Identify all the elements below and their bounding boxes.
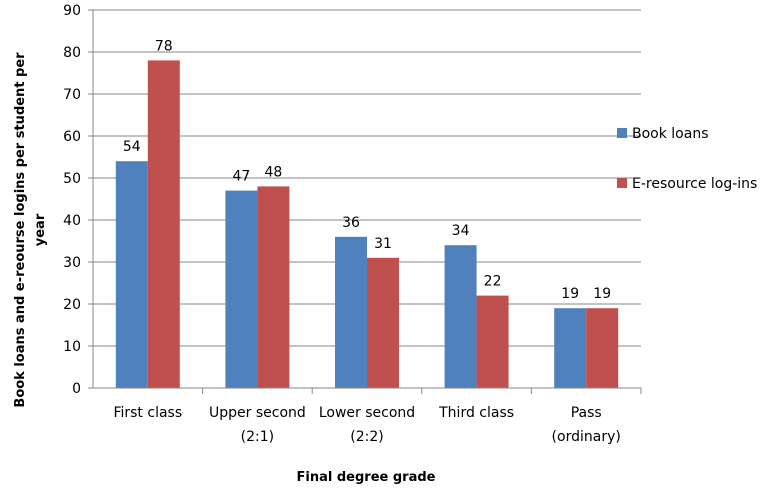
data-label: 22 <box>484 274 502 290</box>
gridlines <box>93 9 641 389</box>
bars <box>115 60 619 389</box>
y-axis-title-line: Book loans and e-reourse logins per stud… <box>13 52 28 408</box>
y-axis-title-line: year <box>33 213 48 246</box>
data-label: 48 <box>264 164 282 180</box>
y-tick-label: 90 <box>63 3 81 19</box>
y-tick-label: 10 <box>63 339 81 355</box>
x-axis-title: Final degree grade <box>297 470 436 485</box>
x-category-label: (ordinary) <box>552 429 621 445</box>
y-tick-label: 20 <box>63 297 81 313</box>
legend-label: E-resource log-ins <box>632 176 757 192</box>
bar-e-resource-logins <box>257 186 290 388</box>
x-category-label: (2:1) <box>241 429 274 445</box>
x-category-label: First class <box>113 405 182 421</box>
y-tick-label: 50 <box>63 171 81 187</box>
y-tick-label: 40 <box>63 213 81 229</box>
x-axis: First class Upper second (2:1) Lower second… <box>93 387 642 445</box>
data-label: 36 <box>342 215 360 231</box>
y-tick-label: 30 <box>63 255 81 271</box>
y-axis: 0 10 20 30 40 50 60 70 80 90 <box>63 3 94 397</box>
bar-e-resource-logins <box>147 60 180 389</box>
data-label: 54 <box>123 139 141 155</box>
data-labels: 54 78 47 48 36 31 34 22 19 19 <box>123 38 611 302</box>
y-tick-label: 70 <box>63 87 81 103</box>
data-label: 47 <box>232 169 250 185</box>
bar-book-loans <box>554 308 587 388</box>
bar-e-resource-logins <box>476 295 509 388</box>
bar-book-loans <box>115 161 148 388</box>
data-label: 34 <box>452 223 470 239</box>
bar-e-resource-logins <box>367 257 399 388</box>
legend-swatch <box>617 178 627 188</box>
bar-book-loans <box>225 190 258 388</box>
x-category-label: Lower second <box>319 405 415 421</box>
legend: Book loans E-resource log-ins <box>617 126 757 192</box>
data-label: 19 <box>561 286 579 302</box>
data-label: 78 <box>155 38 173 54</box>
y-axis-title: Book loans and e-reourse logins per stud… <box>13 52 48 408</box>
y-tick-label: 60 <box>63 129 81 145</box>
legend-label: Book loans <box>632 126 709 142</box>
bar-e-resource-logins <box>586 308 619 388</box>
data-label: 19 <box>593 286 611 302</box>
bar-book-loans <box>335 236 367 388</box>
x-category-label: Pass <box>571 405 602 421</box>
data-label: 31 <box>374 236 392 252</box>
y-tick-label: 80 <box>63 45 81 61</box>
y-tick-label: 0 <box>72 381 81 397</box>
bar-book-loans <box>444 245 477 388</box>
x-category-label: Third class <box>438 405 514 421</box>
x-category-label: (2:2) <box>350 429 383 445</box>
x-category-label: Upper second <box>209 405 306 421</box>
legend-swatch <box>617 128 627 138</box>
